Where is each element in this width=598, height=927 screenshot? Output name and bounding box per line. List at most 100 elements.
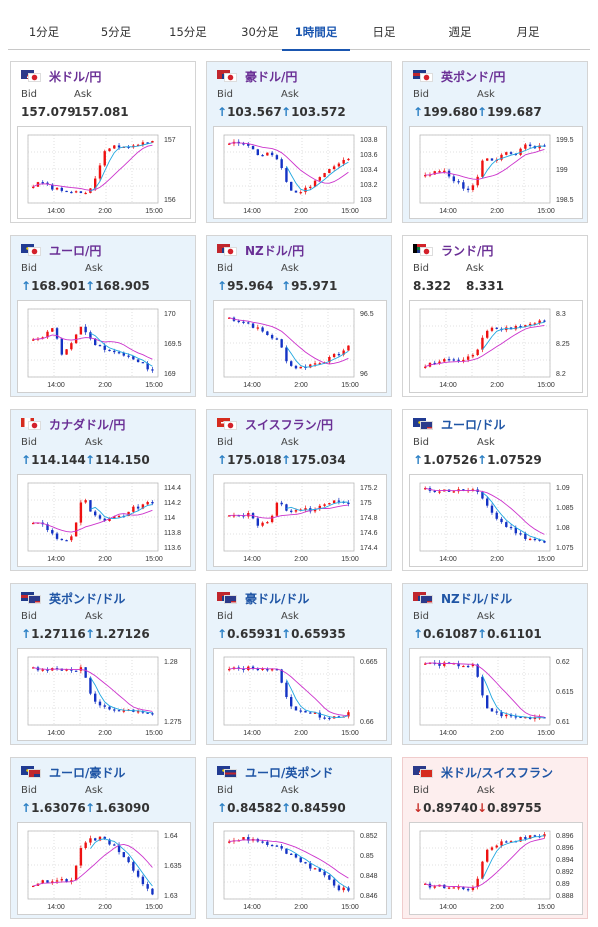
timeframe-tabs: 1分足 5分足 15分足 30分足 1時間足 日足 週足 月足 <box>8 14 590 51</box>
candle <box>533 835 537 837</box>
jp-flag-icon <box>420 247 433 256</box>
candle <box>509 714 513 717</box>
pair-name[interactable]: NZドル/円 <box>245 243 305 258</box>
rate-card[interactable]: 豪ドル/ドル Bid Ask ↑0.65931 ↑0.65935 0.665 0.66 14:… <box>206 583 392 745</box>
candle <box>433 490 436 493</box>
candle <box>117 710 121 712</box>
mini-chart[interactable]: 103.8 103.6 103.4 103.2 103 14:00 2:00 15:00 <box>213 126 387 219</box>
tab-5min[interactable]: 5分足 <box>100 25 132 39</box>
candle <box>294 365 298 369</box>
candle <box>466 356 470 360</box>
tab-1min[interactable]: 1分足 <box>28 25 60 39</box>
candle <box>151 713 154 715</box>
us-flag-icon <box>420 421 433 430</box>
rate-card[interactable]: NZドル/ドル Bid Ask ↑0.61087 ↑0.61101 0.62 0.615 0.… <box>402 583 588 745</box>
tab-1hour[interactable]: 1時間足 <box>282 14 350 51</box>
candle <box>108 839 111 845</box>
rate-card[interactable]: 米ドル/スイスフラン Bid Ask ↓0.89740 ↓0.89755 0.896 0.8… <box>402 757 588 919</box>
candle <box>447 359 451 361</box>
candle <box>65 669 68 671</box>
pair-header: 英ポンド/ドル <box>21 591 126 606</box>
candle <box>108 518 111 521</box>
tab-monthly[interactable]: 月足 <box>516 25 540 39</box>
tab-weekly[interactable]: 週足 <box>448 25 472 39</box>
candle <box>347 158 350 161</box>
pair-header: NZドル/円 <box>217 243 305 258</box>
moving-average-long <box>425 837 545 888</box>
mini-chart[interactable]: 175.2 175 174.8 174.6 174.4 14:00 2:00 15:00 <box>213 474 387 567</box>
tab-30min[interactable]: 30分足 <box>241 25 279 39</box>
rate-card[interactable]: NZドル/円 Bid Ask ↑95.964 ↑95.971 96.5 96 14:00 2:0… <box>206 235 392 397</box>
pair-name[interactable]: カナダドル/円 <box>49 417 126 432</box>
moving-average-long <box>425 148 545 180</box>
candle <box>490 158 494 161</box>
y-tick-label: 8.25 <box>556 341 570 348</box>
plot-frame <box>27 656 159 726</box>
tab-15min[interactable]: 15分足 <box>169 25 207 39</box>
candle <box>328 169 331 174</box>
mini-chart[interactable]: 1.28 1.275 14:00 2:00 15:00 <box>17 648 191 741</box>
pair-name[interactable]: ランド/円 <box>441 243 494 258</box>
moving-average-short <box>482 145 545 179</box>
eu-flag-icon <box>21 766 34 775</box>
mini-chart[interactable]: 0.852 0.85 0.848 0.846 14:00 2:00 15:00 <box>213 822 387 915</box>
pair-name[interactable]: 豪ドル/円 <box>245 69 298 84</box>
pair-name[interactable]: 米ドル/スイスフラン <box>441 765 554 780</box>
mini-chart[interactable]: 1.09 1.085 1.08 1.075 14:00 2:00 15:00 <box>409 474 583 567</box>
mini-chart[interactable]: 0.896 0.896 0.894 0.892 0.89 0.888 14:00 2:00 15… <box>409 822 583 915</box>
pair-name[interactable]: ユーロ/豪ドル <box>49 765 126 780</box>
mini-chart[interactable]: 1.64 1.635 1.63 14:00 2:00 15:00 <box>17 822 191 915</box>
pair-name[interactable]: ユーロ/英ポンド <box>245 765 334 780</box>
mini-chart[interactable]: 96.5 96 14:00 2:00 15:00 <box>213 300 387 393</box>
candle <box>108 349 111 352</box>
ask-price: ↑1.63090 <box>85 801 150 815</box>
mini-chart[interactable]: 0.665 0.66 14:00 2:00 15:00 <box>213 648 387 741</box>
rate-card[interactable]: ユーロ/豪ドル Bid Ask ↑1.63076 ↑1.63090 1.64 1.635 1.… <box>10 757 196 919</box>
rate-card[interactable]: スイスフラン/円 Bid Ask ↑175.018 ↑175.034 175.2 175 17… <box>206 409 392 571</box>
mini-chart[interactable]: 114.4 114.2 114 113.8 113.6 14:00 2:00 15:00 <box>17 474 191 567</box>
y-tick-label: 8.2 <box>556 371 566 378</box>
candle <box>342 350 345 355</box>
y-tick-label: 0.61 <box>556 719 570 726</box>
candle <box>304 187 307 193</box>
candle <box>304 710 307 713</box>
rate-card[interactable]: ランド/円 Bid Ask 8.322 8.331 8.3 8.25 8.2 14:00 2:00… <box>402 235 588 397</box>
pair-name[interactable]: NZドル/ドル <box>441 591 513 606</box>
pair-name[interactable]: スイスフラン/円 <box>245 417 334 432</box>
pair-name[interactable]: 英ポンド/ドル <box>49 591 126 606</box>
pair-name[interactable]: 米ドル/円 <box>49 69 102 84</box>
rate-card[interactable]: 英ポンド/ドル Bid Ask ↑1.27116 ↑1.27126 1.28 1.275 14… <box>10 583 196 745</box>
y-tick-label: 103 <box>360 197 372 204</box>
y-tick-label: 114.4 <box>164 485 181 492</box>
y-tick-label: 1.63 <box>164 893 178 900</box>
pair-name[interactable]: 英ポンド/円 <box>441 69 506 84</box>
plot-frame <box>223 830 355 900</box>
rate-card[interactable]: 豪ドル/円 Bid Ask ↑103.567 ↑103.572 103.8 103.6 103… <box>206 61 392 223</box>
moving-average-short <box>90 677 153 714</box>
rate-card[interactable]: ユーロ/ドル Bid Ask ↑1.07526 ↑1.07529 1.09 1.085 1.0… <box>402 409 588 571</box>
mini-chart[interactable]: 170 169.5 169 14:00 2:00 15:00 <box>17 300 191 393</box>
mini-chart[interactable]: 199.5 199 198.5 14:00 2:00 15:00 <box>409 126 583 219</box>
candle <box>132 862 135 871</box>
y-tick-label: 96.5 <box>360 311 374 318</box>
candle <box>55 880 59 882</box>
rate-card[interactable]: ユーロ/英ポンド Bid Ask ↑0.84582 ↑0.84590 0.852 0.85 0… <box>206 757 392 919</box>
moving-average-long <box>229 504 349 519</box>
pair-name[interactable]: 豪ドル/ドル <box>245 591 310 606</box>
tab-daily[interactable]: 日足 <box>372 25 396 39</box>
rate-card[interactable]: ユーロ/円 Bid Ask ↑168.901 ↑168.905 170 169.5 169 14… <box>10 235 196 397</box>
rate-card[interactable]: 英ポンド/円 Bid Ask ↑199.680 ↑199.687 199.5 199 198.… <box>402 61 588 223</box>
pair-name[interactable]: ユーロ/円 <box>49 243 102 258</box>
moving-average-long <box>229 142 349 184</box>
mini-chart[interactable]: 0.62 0.615 0.61 14:00 2:00 15:00 <box>409 648 583 741</box>
rate-card[interactable]: カナダドル/円 Bid Ask ↑114.144 ↑114.150 114.4 114.2 1… <box>10 409 196 571</box>
bid-label: Bid <box>413 89 429 100</box>
pair-name[interactable]: ユーロ/ドル <box>441 417 506 432</box>
bid-price: ↑114.144 <box>21 453 86 467</box>
rate-card[interactable]: 米ドル/円 Bid Ask 157.079 157.081 157 156 14:00 2:00… <box>10 61 196 223</box>
x-tick-label: 15:00 <box>537 208 555 215</box>
x-tick-label: 2:00 <box>294 382 308 389</box>
mini-chart[interactable]: 157 156 14:00 2:00 15:00 <box>17 126 191 219</box>
ask-label: Ask <box>281 785 299 796</box>
mini-chart[interactable]: 8.3 8.25 8.2 14:00 2:00 15:00 <box>409 300 583 393</box>
